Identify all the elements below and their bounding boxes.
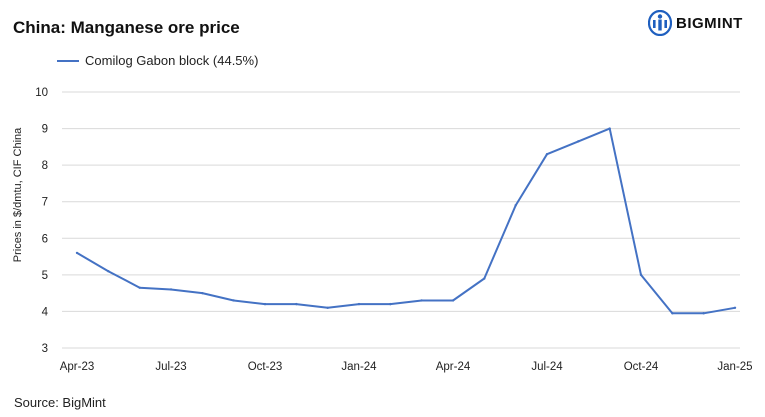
- y-tick-label: 4: [42, 306, 49, 318]
- gridlines: [62, 91, 740, 349]
- data-point: [451, 299, 455, 302]
- data-point: [138, 286, 141, 289]
- data-point: [232, 299, 235, 302]
- x-tick-label: Oct-23: [248, 361, 283, 373]
- x-tick-label: Apr-23: [60, 361, 95, 373]
- data-point: [201, 291, 204, 295]
- y-tick-label: 7: [42, 197, 48, 209]
- y-tick-label: 6: [42, 233, 48, 245]
- data-point: [733, 306, 737, 309]
- series-line-comilog-gabon: [76, 127, 736, 315]
- y-tick-label: 5: [42, 270, 48, 282]
- x-tick-label: Apr-24: [436, 361, 471, 373]
- series-layer: [75, 127, 737, 315]
- y-tick-labels: 3 4 5 6 7 8 9 10: [35, 87, 48, 355]
- data-point: [577, 140, 580, 143]
- x-tick-label: Jan-25: [717, 361, 752, 373]
- data-point: [608, 127, 611, 130]
- bigmint-logo-icon: [648, 10, 672, 36]
- y-tick-label: 10: [35, 87, 48, 99]
- x-tick-label: Jan-24: [341, 361, 377, 373]
- bigmint-logo: BIGMINT: [648, 10, 743, 36]
- data-point: [357, 302, 361, 306]
- data-point: [169, 288, 173, 291]
- data-point: [326, 306, 329, 309]
- data-point: [545, 152, 549, 156]
- data-point: [702, 312, 705, 315]
- data-point: [107, 270, 110, 273]
- x-tick-label: Oct-24: [624, 361, 659, 373]
- y-tick-label: 9: [42, 124, 48, 136]
- chart-legend: Comilog Gabon block (44.5%): [57, 53, 258, 68]
- data-point: [671, 312, 674, 315]
- chart-title: China: Manganese ore price: [13, 18, 240, 37]
- data-point: [389, 302, 392, 306]
- data-point: [75, 251, 79, 255]
- y-tick-label: 8: [42, 160, 48, 172]
- data-point: [420, 299, 423, 302]
- data-point: [483, 277, 486, 280]
- x-tick-label: Jul-24: [531, 361, 563, 373]
- data-point: [639, 273, 643, 277]
- y-tick-label: 3: [42, 343, 48, 355]
- legend-line-swatch: [57, 59, 79, 62]
- x-tick-label: Jul-23: [155, 361, 186, 373]
- legend-label: Comilog Gabon block (44.5%): [85, 53, 259, 68]
- source-note: Source: BigMint: [14, 395, 106, 410]
- data-point: [295, 302, 298, 306]
- x-tick-labels: Apr-23 Jul-23 Oct-23 Jan-24 Apr-24 Jul-24 Oct-…: [60, 361, 753, 373]
- logo-text: BIGMINT: [676, 14, 743, 32]
- data-point: [514, 204, 517, 207]
- data-point: [263, 302, 267, 306]
